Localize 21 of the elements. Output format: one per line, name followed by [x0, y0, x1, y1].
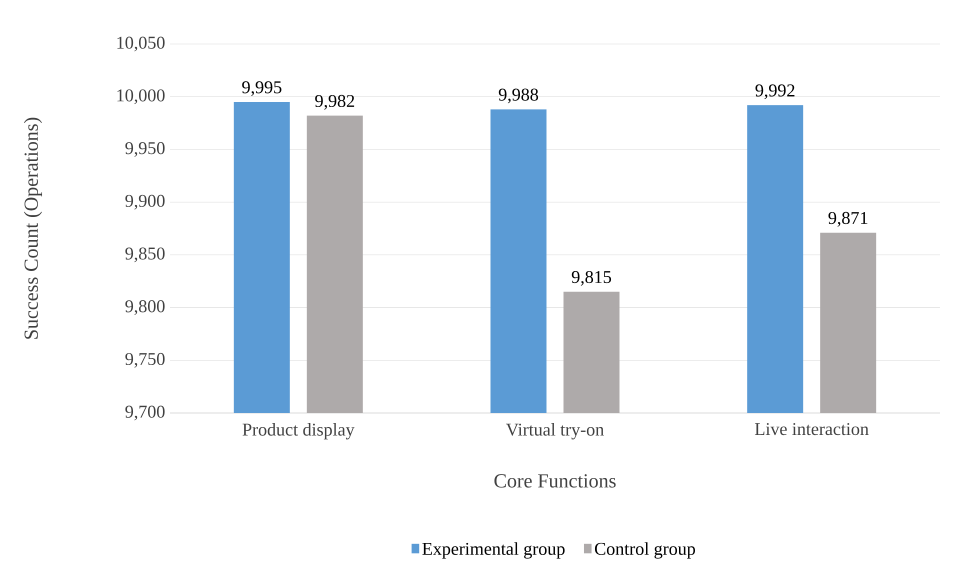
data-label: 9,992 [755, 84, 794, 100]
y-tick-label: 9,950 [125, 142, 165, 157]
data-label: 9,871 [828, 212, 868, 227]
x-tick-label: Virtual try-on [506, 423, 604, 440]
y-tick-label: 10,000 [117, 89, 165, 104]
data-label: 9,988 [498, 88, 538, 104]
y-tick-label: 9,850 [125, 247, 165, 262]
data-label: 9,982 [315, 94, 354, 110]
legend-label: Experimental group [422, 542, 565, 559]
y-tick-label: 9,700 [125, 406, 165, 420]
y-axis-title: Success Count (Operations) [24, 118, 42, 339]
data-label: 9,995 [242, 81, 282, 96]
x-axis-title: Core Functions [494, 474, 616, 488]
x-tick-label: Live interaction [754, 423, 869, 436]
y-tick-label: 9,900 [125, 194, 165, 210]
data-label: 9,815 [572, 270, 612, 286]
y-tick-label: 10,050 [117, 36, 165, 52]
y-tick-label: 9,750 [125, 352, 165, 368]
y-tick-label: 9,800 [125, 300, 165, 315]
legend-label: Control group [594, 542, 696, 559]
x-tick-label: Product display [242, 423, 355, 440]
